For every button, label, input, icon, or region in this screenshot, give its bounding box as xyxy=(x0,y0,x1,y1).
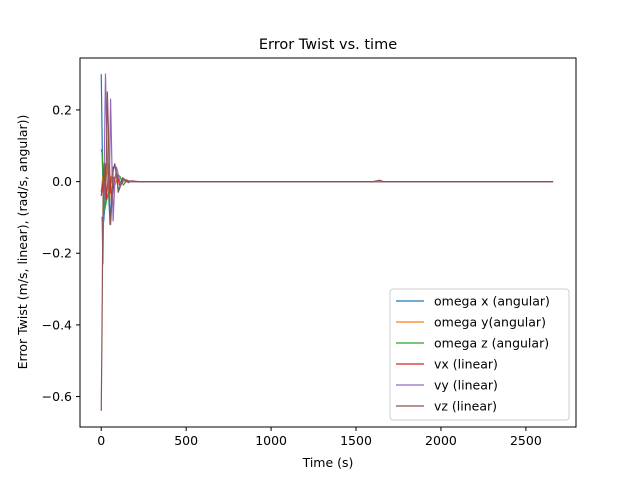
legend-label-2: omega z (angular) xyxy=(434,336,549,351)
legend-label-3: vx (linear) xyxy=(434,357,498,372)
legend-label-5: vz (linear) xyxy=(434,399,497,414)
x-axis-label: Time (s) xyxy=(302,455,354,470)
series-line-5 xyxy=(100,91,554,411)
x-tick-label: 2000 xyxy=(425,433,457,448)
legend-label-1: omega y(angular) xyxy=(434,315,546,330)
legend-label-0: omega x (angular) xyxy=(434,294,550,309)
x-tick-label: 2500 xyxy=(510,433,542,448)
y-tick-label: −0.4 xyxy=(42,317,72,332)
y-axis: −0.6 −0.4 −0.2 0.0 0.2 xyxy=(42,102,80,404)
plot-area xyxy=(79,57,577,428)
x-tick-label: 1000 xyxy=(255,433,287,448)
chart-title: Error Twist vs. time xyxy=(259,37,397,53)
y-tick-label: −0.6 xyxy=(42,389,72,404)
legend-box xyxy=(389,288,570,421)
legend-entries: omega x (angular) omega y(angular) omega z… xyxy=(396,294,550,414)
y-tick-label: −0.2 xyxy=(42,246,72,261)
x-tick-label: 500 xyxy=(174,433,198,448)
series-group xyxy=(100,73,554,411)
y-tick-label: 0.0 xyxy=(52,174,72,189)
legend-label-4: vy (linear) xyxy=(434,378,498,393)
x-axis: 0 500 1000 1500 2000 2500 xyxy=(97,427,542,448)
x-tick-label: 1500 xyxy=(340,433,372,448)
axes-frame xyxy=(79,57,577,428)
y-axis-label: Error Twist (m/s, linear), (rad/s, angul… xyxy=(15,115,30,370)
x-tick-label: 0 xyxy=(97,433,105,448)
y-tick-label: 0.2 xyxy=(52,102,72,117)
legend: omega x (angular) omega y(angular) omega z… xyxy=(389,288,570,421)
